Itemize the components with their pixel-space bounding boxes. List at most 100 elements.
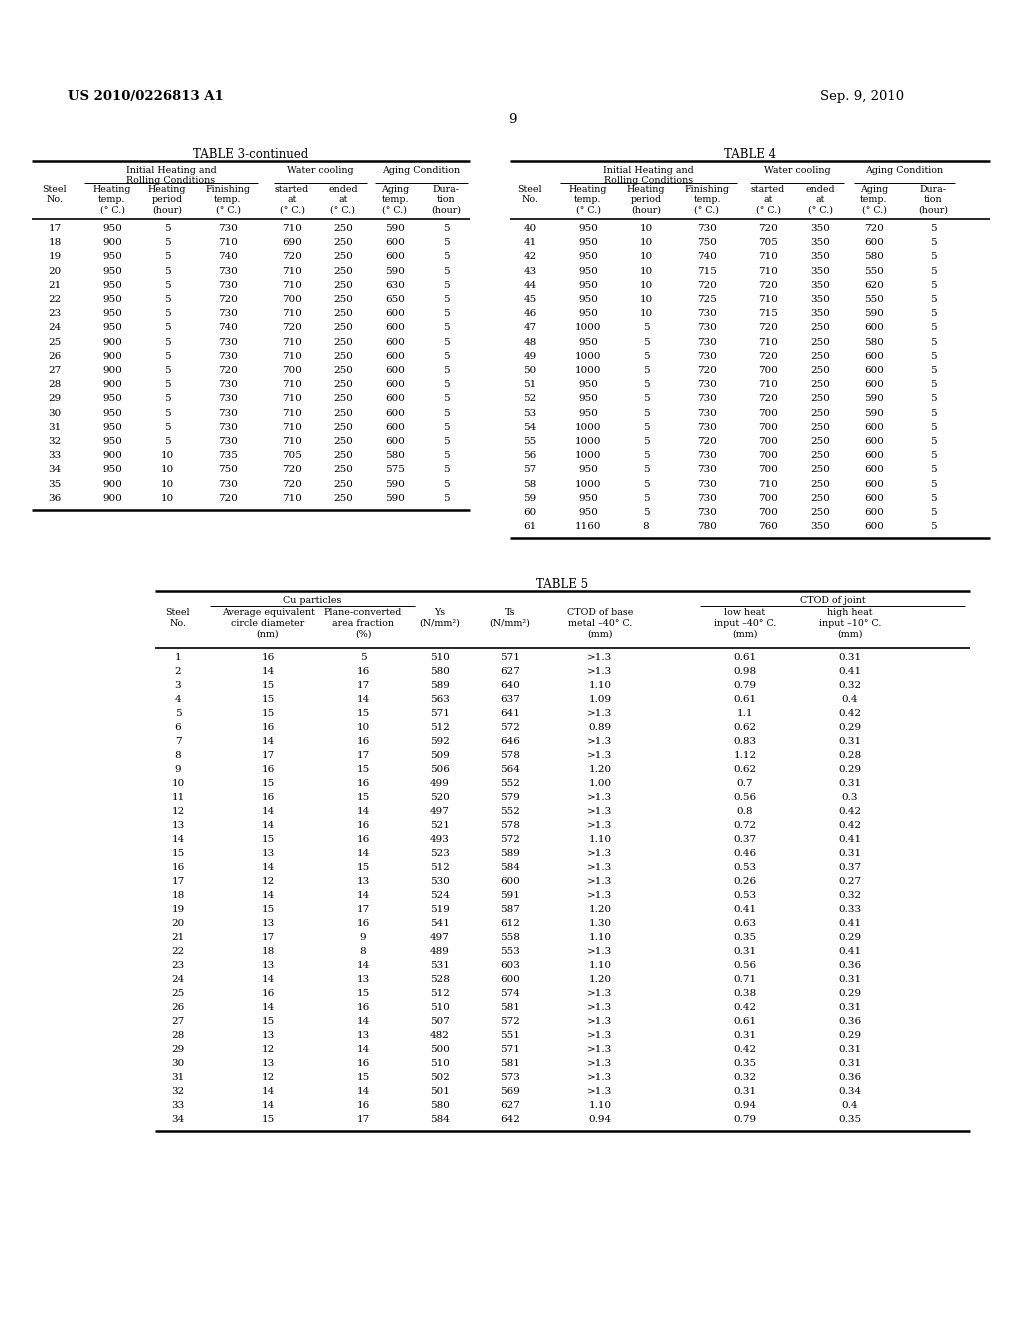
Text: 250: 250 <box>333 252 353 261</box>
Text: 60: 60 <box>523 508 537 517</box>
Text: 720: 720 <box>282 479 302 488</box>
Text: 5: 5 <box>643 366 649 375</box>
Text: 0.53: 0.53 <box>733 863 757 873</box>
Text: 569: 569 <box>500 1088 520 1097</box>
Text: 250: 250 <box>810 352 829 360</box>
Text: 600: 600 <box>864 422 884 432</box>
Text: 950: 950 <box>102 267 122 276</box>
Text: 0.56: 0.56 <box>733 961 757 970</box>
Text: 1.20: 1.20 <box>589 906 611 915</box>
Text: 31: 31 <box>171 1073 184 1082</box>
Text: 5: 5 <box>442 281 450 290</box>
Text: 600: 600 <box>864 508 884 517</box>
Text: 720: 720 <box>282 323 302 333</box>
Text: 740: 740 <box>218 252 238 261</box>
Text: 1000: 1000 <box>574 451 601 461</box>
Text: 16: 16 <box>261 793 274 803</box>
Text: 510: 510 <box>430 1003 450 1012</box>
Text: 730: 730 <box>697 508 717 517</box>
Text: 573: 573 <box>500 1073 520 1082</box>
Text: 700: 700 <box>758 366 778 375</box>
Text: 0.29: 0.29 <box>839 933 861 942</box>
Text: 600: 600 <box>864 479 884 488</box>
Text: 7: 7 <box>175 738 181 746</box>
Text: 0.62: 0.62 <box>733 766 757 775</box>
Text: 950: 950 <box>579 395 598 404</box>
Text: 15: 15 <box>356 863 370 873</box>
Text: 350: 350 <box>810 281 829 290</box>
Text: 715: 715 <box>758 309 778 318</box>
Text: 730: 730 <box>697 479 717 488</box>
Text: 710: 710 <box>758 380 778 389</box>
Text: 0.98: 0.98 <box>733 668 757 676</box>
Text: 5: 5 <box>930 422 936 432</box>
Text: 250: 250 <box>333 479 353 488</box>
Text: 730: 730 <box>218 422 238 432</box>
Text: 16: 16 <box>356 1060 370 1068</box>
Text: 950: 950 <box>579 252 598 261</box>
Text: 730: 730 <box>697 451 717 461</box>
Text: 5: 5 <box>442 352 450 360</box>
Text: 250: 250 <box>333 451 353 461</box>
Text: Steel
No.: Steel No. <box>166 609 190 628</box>
Text: 700: 700 <box>758 494 778 503</box>
Text: 1.10: 1.10 <box>589 681 611 690</box>
Text: 720: 720 <box>758 395 778 404</box>
Text: 5: 5 <box>930 523 936 531</box>
Text: 572: 572 <box>500 836 520 845</box>
Text: 36: 36 <box>48 494 61 503</box>
Text: 43: 43 <box>523 267 537 276</box>
Text: 502: 502 <box>430 1073 450 1082</box>
Text: 5: 5 <box>442 422 450 432</box>
Text: 12: 12 <box>261 1045 274 1055</box>
Text: 572: 572 <box>500 723 520 733</box>
Text: 0.32: 0.32 <box>839 891 861 900</box>
Text: Average equivalent
circle diameter
(nm): Average equivalent circle diameter (nm) <box>221 609 314 638</box>
Text: >1.3: >1.3 <box>588 751 612 760</box>
Text: 592: 592 <box>430 738 450 746</box>
Text: 541: 541 <box>430 920 450 928</box>
Text: >1.3: >1.3 <box>588 668 612 676</box>
Text: 5: 5 <box>164 366 170 375</box>
Text: 900: 900 <box>102 494 122 503</box>
Text: 5: 5 <box>164 281 170 290</box>
Text: >1.3: >1.3 <box>588 821 612 830</box>
Text: 5: 5 <box>164 338 170 347</box>
Text: 710: 710 <box>758 267 778 276</box>
Text: 720: 720 <box>218 294 238 304</box>
Text: >1.3: >1.3 <box>588 793 612 803</box>
Text: 54: 54 <box>523 422 537 432</box>
Text: 12: 12 <box>261 878 274 887</box>
Text: 600: 600 <box>864 323 884 333</box>
Text: 14: 14 <box>261 891 274 900</box>
Text: 0.29: 0.29 <box>839 766 861 775</box>
Text: 21: 21 <box>171 933 184 942</box>
Text: 584: 584 <box>430 1115 450 1125</box>
Text: 950: 950 <box>102 281 122 290</box>
Text: >1.3: >1.3 <box>588 653 612 663</box>
Text: 1.10: 1.10 <box>589 961 611 970</box>
Text: 250: 250 <box>333 338 353 347</box>
Text: 730: 730 <box>218 380 238 389</box>
Text: 15: 15 <box>356 1073 370 1082</box>
Text: 16: 16 <box>261 990 274 998</box>
Text: 0.63: 0.63 <box>733 920 757 928</box>
Text: 600: 600 <box>385 409 404 417</box>
Text: 13: 13 <box>171 821 184 830</box>
Text: 5: 5 <box>164 352 170 360</box>
Text: 33: 33 <box>48 451 61 461</box>
Text: 0.83: 0.83 <box>733 738 757 746</box>
Text: 600: 600 <box>500 878 520 887</box>
Text: 0.32: 0.32 <box>733 1073 757 1082</box>
Text: 730: 730 <box>218 409 238 417</box>
Text: 26: 26 <box>48 352 61 360</box>
Text: Water cooling: Water cooling <box>287 166 354 176</box>
Text: 14: 14 <box>261 1088 274 1097</box>
Text: 5: 5 <box>930 338 936 347</box>
Text: 5: 5 <box>442 267 450 276</box>
Text: 0.36: 0.36 <box>839 961 861 970</box>
Text: Initial Heating and
Rolling Conditions: Initial Heating and Rolling Conditions <box>603 166 694 185</box>
Text: 0.37: 0.37 <box>839 863 861 873</box>
Text: 0.42: 0.42 <box>839 709 861 718</box>
Text: 5: 5 <box>930 437 936 446</box>
